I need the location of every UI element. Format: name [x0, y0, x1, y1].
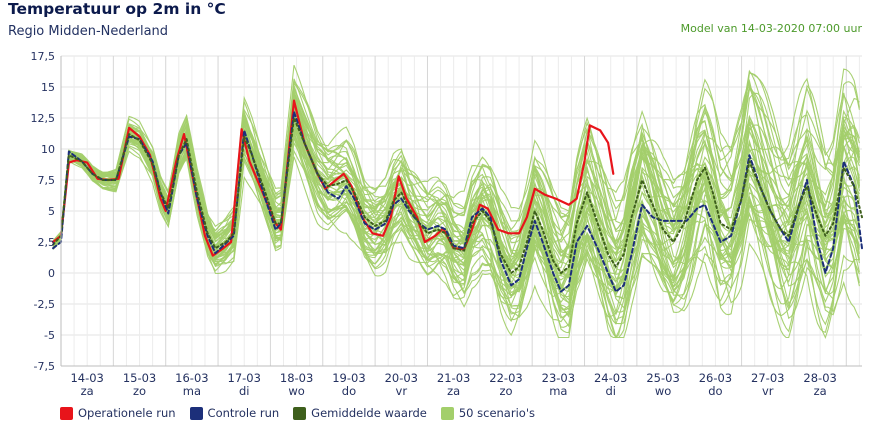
legend-swatch-scenarios [440, 406, 454, 420]
scenario-line [52, 134, 860, 339]
x-tick-date: 23-03 [542, 371, 575, 385]
x-tick-date: 20-03 [385, 371, 418, 385]
x-tick-day: za [447, 384, 460, 398]
x-tick-date: 16-03 [175, 371, 208, 385]
y-tick-label: 2,5 [38, 236, 56, 249]
y-tick-label: 12,5 [31, 112, 56, 125]
temperature-chart: 17,51512,5107,552,50-2,5-5-7,514-03za15-… [31, 50, 863, 398]
x-tick-date: 25-03 [646, 371, 679, 385]
y-tick-label: 7,5 [38, 174, 56, 187]
y-tick-label: -7,5 [34, 360, 55, 373]
legend-swatch-mean [293, 406, 307, 420]
x-tick-day: ma [549, 384, 567, 398]
y-tick-label: 15 [41, 81, 55, 94]
scenario-line [52, 146, 860, 316]
x-tick-day: ma [183, 384, 201, 398]
legend-item-mean[interactable]: Gemiddelde waarde [293, 406, 427, 420]
x-tick-day: zo [499, 384, 512, 398]
scenario-lines [52, 64, 860, 339]
x-tick-day: zo [133, 384, 146, 398]
x-tick-date: 17-03 [228, 371, 261, 385]
x-tick-day: za [81, 384, 94, 398]
x-tick-date: 21-03 [437, 371, 470, 385]
legend-item-operational[interactable]: Operationele run [60, 406, 176, 420]
x-tick-date: 26-03 [699, 371, 732, 385]
x-tick-day: di [239, 384, 250, 398]
legend-label-scenarios: 50 scenario's [458, 406, 535, 420]
x-tick-day: za [814, 384, 827, 398]
legend-label-mean: Gemiddelde waarde [311, 406, 427, 420]
x-tick-day: do [342, 384, 356, 398]
y-tick-label: 17,5 [31, 50, 56, 63]
y-tick-label: 0 [48, 267, 55, 280]
x-tick-day: do [708, 384, 722, 398]
y-tick-label: -2,5 [34, 298, 55, 311]
x-tick-day: vr [762, 384, 774, 398]
x-tick-date: 28-03 [803, 371, 836, 385]
x-tick-day: wo [655, 384, 671, 398]
region-subtitle: Regio Midden-Nederland [8, 24, 169, 39]
chart-legend: Operationele run Controle run Gemiddelde… [60, 406, 535, 420]
y-tick-label: -5 [44, 329, 55, 342]
x-tick-date: 15-03 [123, 371, 156, 385]
x-tick-day: wo [288, 384, 304, 398]
legend-item-scenarios[interactable]: 50 scenario's [440, 406, 535, 420]
scenario-line [52, 81, 860, 263]
model-run-label: Model van 14-03-2020 07:00 uur [680, 22, 862, 35]
x-tick-date: 27-03 [751, 371, 784, 385]
x-tick-date: 24-03 [594, 371, 627, 385]
legend-item-control[interactable]: Controle run [189, 406, 280, 420]
series-lines [52, 99, 863, 293]
mean-value-line [52, 117, 863, 274]
legend-swatch-control [189, 406, 203, 420]
x-tick-day: vr [396, 384, 408, 398]
x-tick-date: 19-03 [332, 371, 365, 385]
legend-label-control: Controle run [207, 406, 280, 420]
legend-label-operational: Operationele run [78, 406, 176, 420]
y-tick-label: 5 [48, 205, 55, 218]
x-tick-date: 22-03 [489, 371, 522, 385]
control-run-line [52, 110, 863, 293]
x-tick-day: di [605, 384, 616, 398]
chart-title: Temperatuur op 2m in °C [8, 0, 226, 18]
y-tick-label: 10 [41, 143, 55, 156]
x-tick-date: 18-03 [280, 371, 313, 385]
legend-swatch-operational [60, 406, 73, 420]
chart-axes: 17,51512,5107,552,50-2,5-5-7,514-03za15-… [31, 50, 862, 398]
x-tick-date: 14-03 [70, 371, 103, 385]
